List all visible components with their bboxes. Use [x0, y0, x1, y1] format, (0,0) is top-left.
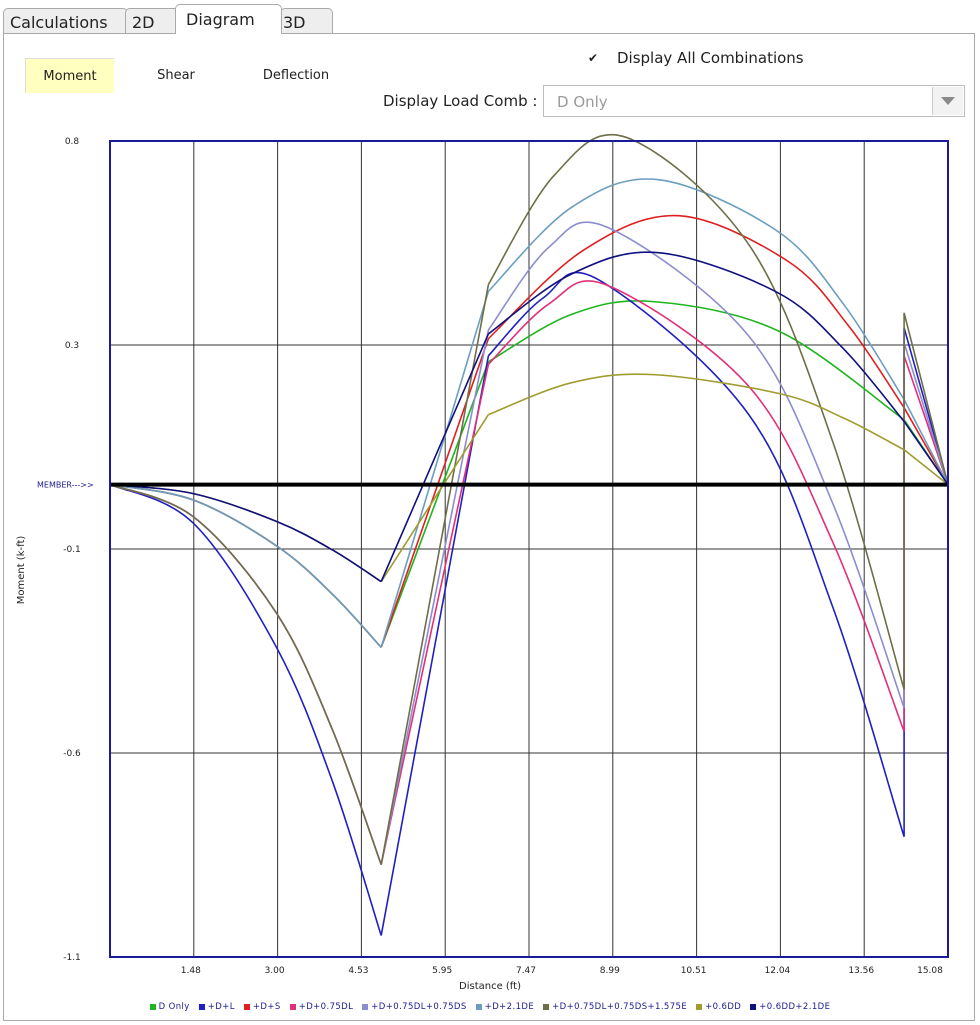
legend-swatch: [362, 1004, 369, 1010]
x-tick-label: 8.99: [600, 966, 620, 976]
series-line: [109, 271, 949, 936]
deflection-button[interactable]: Deflection: [262, 67, 330, 83]
shear-button[interactable]: Shear: [157, 67, 195, 83]
legend-item: +D+0.75DL+0.75DS+1.575E: [543, 1002, 687, 1012]
chevron-down-icon[interactable]: [932, 87, 963, 115]
legend-swatch: [475, 1004, 482, 1010]
legend-label: +D+L: [207, 1002, 235, 1012]
series-line: [109, 251, 949, 583]
moment-button[interactable]: Moment: [25, 58, 114, 93]
x-tick-label: 15.08: [917, 966, 943, 976]
series-line: [109, 133, 949, 865]
display-all-checkbox[interactable]: ✔: [587, 51, 599, 65]
legend-item: +0.6DD: [696, 1002, 741, 1012]
legend-swatch: [149, 1004, 156, 1010]
legend-item: D Only: [149, 1002, 190, 1012]
legend-label: D Only: [158, 1002, 190, 1012]
x-axis-title: Distance (ft): [459, 981, 521, 992]
load-comb-label: Display Load Comb :: [383, 92, 538, 110]
legend-item: +D+S: [243, 1002, 281, 1012]
y-tick-label: 0.3: [65, 341, 79, 351]
y-tick-label: -0.1: [63, 545, 81, 555]
legend-label: +D+2.1DE: [484, 1002, 535, 1012]
grid: [110, 141, 948, 957]
legend-label: +D+0.75DL+0.75DS: [371, 1002, 467, 1012]
moment-chart: 1.48 3.00 4.53 5.95 7.47 8.99 10.51 12.04 13.56 1…: [16, 133, 949, 992]
legend-swatch: [696, 1004, 703, 1010]
legend-label: +D+0.75DL+0.75DS+1.575E: [552, 1002, 688, 1012]
x-tick-label: 7.47: [516, 966, 536, 976]
load-comb-dropdown[interactable]: D Only: [543, 85, 965, 117]
tab-calculations[interactable]: Calculations: [3, 8, 128, 33]
legend-swatch: [289, 1004, 296, 1010]
x-tick-label: 4.53: [348, 966, 368, 976]
curves: [109, 133, 949, 936]
tab-3d[interactable]: 3D: [280, 8, 333, 33]
legend-swatch: [198, 1004, 205, 1010]
display-all-label: Display All Combinations: [617, 49, 804, 67]
legend-item: +D+2.1DE: [475, 1002, 535, 1012]
legend-swatch: [750, 1004, 757, 1010]
legend-label: +0.6DD+2.1DE: [759, 1002, 831, 1012]
legend-label: +0.6DD: [705, 1002, 742, 1012]
y-tick-label: -1.1: [63, 953, 81, 963]
plot-frame: [109, 140, 949, 958]
x-tick-label: 3.00: [265, 966, 285, 976]
legend-item: +D+L: [198, 1002, 235, 1012]
x-tick-label: 1.48: [181, 966, 201, 976]
series-line: [109, 178, 949, 648]
legend-item: +D+0.75DL: [289, 1002, 354, 1012]
legend: D Only +D+L +D+S +D+0.75DL +D+0.75DL+0.75DS +…: [0, 1002, 980, 1012]
axis-labels: 1.48 3.00 4.53 5.95 7.47 8.99 10.51 12.04 13.56 1…: [16, 137, 943, 992]
legend-swatch: [243, 1004, 250, 1010]
legend-item: +D+0.75DL+0.75DS: [362, 1002, 466, 1012]
legend-swatch: [543, 1004, 550, 1010]
y-axis-title: Moment (k-ft): [16, 536, 27, 605]
legend-label: +D+0.75DL: [298, 1002, 354, 1012]
legend-label: +D+S: [252, 1002, 281, 1012]
y-tick-label: -0.6: [63, 749, 81, 759]
diagram-panel: [3, 33, 975, 1021]
x-tick-label: 10.51: [681, 966, 707, 976]
plot-border: [109, 140, 949, 958]
member-label: MEMBER--->>: [37, 481, 94, 490]
x-tick-label: 5.95: [432, 966, 452, 976]
y-tick-label: 0.8: [65, 137, 80, 147]
legend-item: +0.6DD+2.1DE: [750, 1002, 830, 1012]
load-comb-value: D Only: [557, 93, 608, 111]
x-tick-label: 12.04: [765, 966, 791, 976]
tab-diagram[interactable]: Diagram: [175, 4, 282, 34]
x-tick-label: 13.56: [848, 966, 874, 976]
